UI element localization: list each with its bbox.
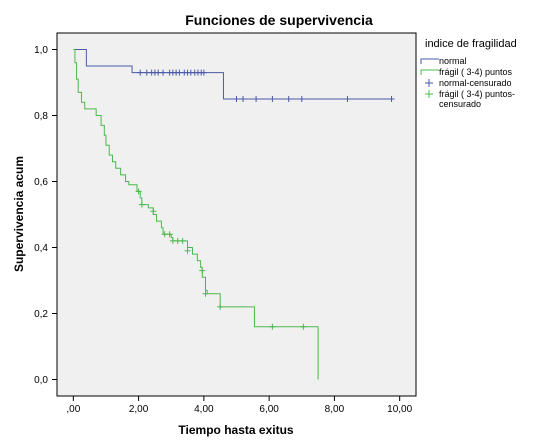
y-tick-label: 0,2 [34, 309, 48, 320]
censor-mark-normal [240, 96, 247, 102]
censor-mark-normal [160, 69, 167, 76]
censor-mark-normal [253, 96, 260, 102]
x-tick-label: ,00 [66, 404, 80, 415]
censor-mark-fragil [217, 303, 224, 310]
x-tick-label: 6,00 [259, 404, 279, 415]
censor-mark-fragil [166, 231, 173, 238]
censor-mark-fragil [269, 323, 276, 330]
y-tick-label: 0,8 [34, 111, 48, 122]
legend-swatch-censor [425, 90, 433, 98]
censor-mark-normal [137, 69, 144, 76]
legend-label: normal [439, 56, 467, 66]
x-axis-title: Tiempo hasta exitus [178, 423, 293, 437]
censor-mark-normal [344, 96, 351, 102]
y-tick-label: 0,6 [34, 177, 48, 188]
censor-mark-fragil [300, 323, 307, 330]
censor-mark-fragil [179, 237, 186, 244]
x-axis: ,00 2,00 4,00 6,00 8,00 10,00 [66, 396, 413, 415]
x-tick-label: 2,00 [129, 404, 149, 415]
legend-title: indice de fragilidad [425, 38, 517, 50]
legend-label: frágil ( 3-4) puntos [439, 67, 513, 77]
legend-swatch-censor [425, 79, 433, 87]
legend-swatch-line [420, 58, 439, 64]
x-tick-label: 10,00 [387, 404, 412, 415]
series-layer [73, 49, 395, 380]
censor-mark-fragil [135, 188, 142, 195]
series-line-normal [73, 49, 394, 100]
y-tick-label: 0,0 [34, 375, 48, 386]
censor-mark-normal [298, 96, 305, 102]
censor-mark-fragil [138, 201, 145, 208]
censor-mark-normal [285, 96, 292, 102]
censor-mark-normal [269, 96, 276, 102]
legend-swatch-line [420, 69, 439, 75]
censor-mark-fragil [184, 247, 191, 254]
censor-mark-fragil [150, 208, 157, 215]
y-axis-title: Supervivencia acum [12, 156, 26, 272]
x-tick-label: 8,00 [325, 404, 345, 415]
plot-area [56, 32, 417, 397]
censor-mark-fragil [202, 290, 209, 297]
censor-mark-normal [233, 96, 240, 102]
y-tick-label: 0,4 [34, 243, 48, 254]
x-tick-label: 4,00 [194, 404, 214, 415]
censor-mark-fragil [199, 267, 206, 274]
chart-title: Funciones de supervivencia [185, 12, 373, 28]
y-axis: 0,0 0,2 0,4 0,6 0,8 1,0 [34, 45, 57, 386]
legend-label: frágil ( 3-4) puntos-censurado [439, 89, 515, 109]
censor-mark-normal [388, 96, 395, 102]
censor-mark-normal [200, 69, 207, 76]
series-line-fragil [73, 49, 319, 380]
legend-label: normal-censurado [439, 78, 512, 88]
y-tick-label: 1,0 [34, 45, 48, 56]
